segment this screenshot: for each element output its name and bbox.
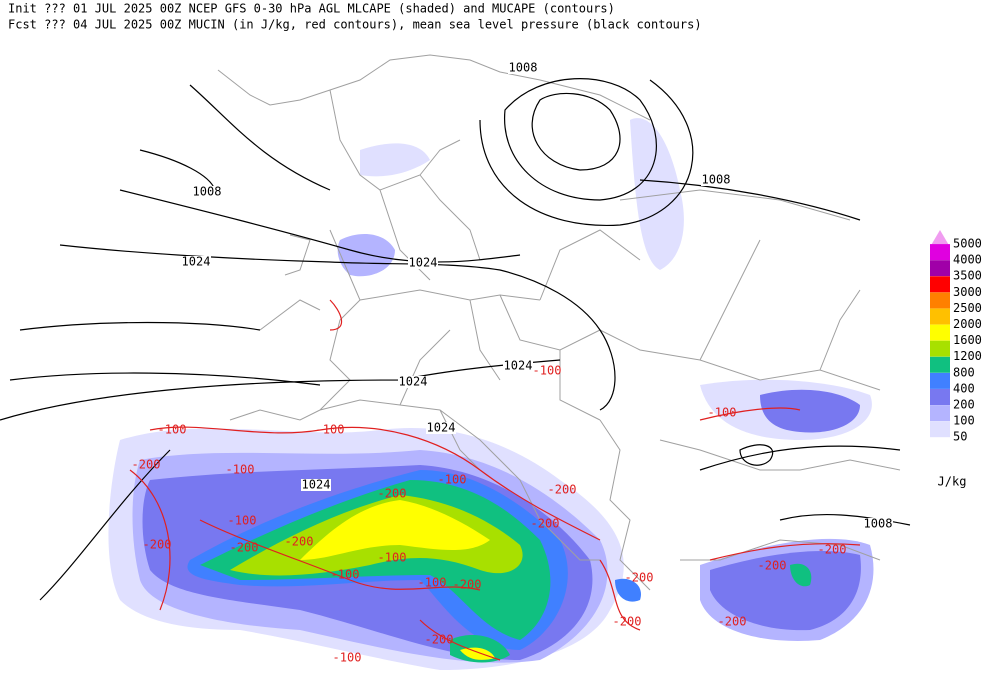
cin-label: -100 — [226, 463, 255, 477]
legend-label: 200 — [953, 398, 975, 412]
legend-swatch — [930, 340, 950, 357]
isobar — [0, 179, 861, 601]
legend-swatch — [930, 230, 950, 247]
legend-label: 5000 — [953, 237, 982, 251]
isobar — [699, 444, 911, 526]
coastlines — [217, 54, 901, 591]
cin-label: -100 — [533, 364, 562, 378]
cin-label: -200 — [625, 571, 654, 585]
legend-swatch — [930, 324, 950, 341]
label-backdrop — [398, 376, 428, 388]
legend-swatch — [930, 276, 950, 293]
pressure-label: 1024 — [409, 256, 438, 270]
legend-label: 1200 — [953, 349, 982, 363]
header-line: Fcst ??? 04 JUL 2025 00Z MUCIN (in J/kg,… — [8, 18, 702, 32]
label-backdrop — [508, 62, 538, 74]
cin-label: -100 — [708, 406, 737, 420]
cin-label: -200 — [453, 578, 482, 592]
label-backdrop — [701, 174, 731, 186]
cape-area — [300, 500, 490, 560]
pressure-label: 1024 — [302, 478, 331, 492]
pressure-label: 1024 — [399, 375, 428, 389]
cape-area — [615, 578, 641, 602]
cin-label: -100 — [316, 423, 345, 437]
legend-label: 50 — [953, 430, 967, 444]
cin-label: -200 — [758, 559, 787, 573]
cin-contour — [129, 299, 861, 661]
legend-label: 2000 — [953, 317, 982, 331]
legend-label: 400 — [953, 381, 975, 395]
cape-area — [630, 118, 684, 270]
cin-label: -200 — [378, 487, 407, 501]
legend-swatch — [930, 244, 950, 261]
label-backdrop — [503, 360, 533, 372]
legend-swatch — [930, 308, 950, 325]
cin-label: -200 — [285, 535, 314, 549]
legend-label: 1600 — [953, 333, 982, 347]
legend-swatch — [930, 405, 950, 422]
pressure-label: 1024 — [504, 359, 533, 373]
legend-label: 100 — [953, 414, 975, 428]
cin-label: -100 — [438, 473, 467, 487]
cin-label: -200 — [132, 458, 161, 472]
cin-label: -200 — [548, 483, 577, 497]
cin-label: -100 — [228, 514, 257, 528]
label-backdrop — [301, 479, 331, 491]
pressure-label: 1008 — [193, 185, 222, 199]
legend-label: 3500 — [953, 269, 982, 283]
label-backdrop — [863, 518, 893, 530]
legend-unit: J/kg — [938, 475, 967, 489]
legend-swatch — [930, 356, 950, 373]
legend-label: 4000 — [953, 253, 982, 267]
cape-area — [460, 647, 495, 660]
cin-contours — [129, 299, 861, 661]
legend-label: 2500 — [953, 301, 982, 315]
legend-swatch — [930, 421, 950, 438]
cin-label: -200 — [818, 543, 847, 557]
cin-label: -200 — [230, 541, 259, 555]
pressure-label: 1008 — [702, 173, 731, 187]
legend: 5000 4000 3500 3000 2500 2000 1600 1200 800 400 20… — [930, 230, 982, 444]
cin-label: -200 — [531, 517, 560, 531]
contour-labels: 1008 1008 1008 1024 1024 1024 1024 1024 1024 1008… — [132, 61, 893, 665]
cin-label: -100 — [331, 568, 360, 582]
legend-swatch — [930, 292, 950, 309]
cape-shading — [108, 118, 874, 670]
label-backdrop — [408, 257, 438, 269]
cin-label: -100 — [418, 576, 447, 590]
pressure-label: 1024 — [427, 421, 456, 435]
cin-label: -200 — [425, 633, 454, 647]
label-backdrop — [192, 186, 222, 198]
isobars — [0, 78, 911, 601]
cin-label: -100 — [378, 551, 407, 565]
legend-swatch — [930, 260, 950, 277]
cape-area — [360, 143, 430, 177]
pressure-label: 1008 — [509, 61, 538, 75]
isobar — [59, 244, 616, 411]
legend-swatch — [930, 389, 950, 405]
pressure-label: 1008 — [864, 517, 893, 531]
cin-label: -200 — [613, 615, 642, 629]
cin-label: -200 — [718, 615, 747, 629]
legend-label: 3000 — [953, 285, 982, 299]
cape-area — [337, 234, 395, 277]
header-line: Init ??? 01 JUL 2025 00Z NCEP GFS 0-30 h… — [8, 2, 615, 16]
legend-label: 800 — [953, 365, 975, 379]
cin-label: -100 — [333, 651, 362, 665]
cin-label: -100 — [158, 423, 187, 437]
cape-area — [760, 389, 860, 433]
label-backdrop — [426, 422, 456, 434]
borders — [379, 189, 861, 421]
legend-swatch — [930, 372, 950, 389]
label-backdrop — [181, 256, 211, 268]
cin-label: -200 — [143, 538, 172, 552]
pressure-label: 1024 — [182, 255, 211, 269]
cape-area — [710, 550, 861, 631]
isobar — [119, 84, 521, 263]
cape-area — [790, 563, 812, 587]
isobar — [479, 78, 694, 227]
